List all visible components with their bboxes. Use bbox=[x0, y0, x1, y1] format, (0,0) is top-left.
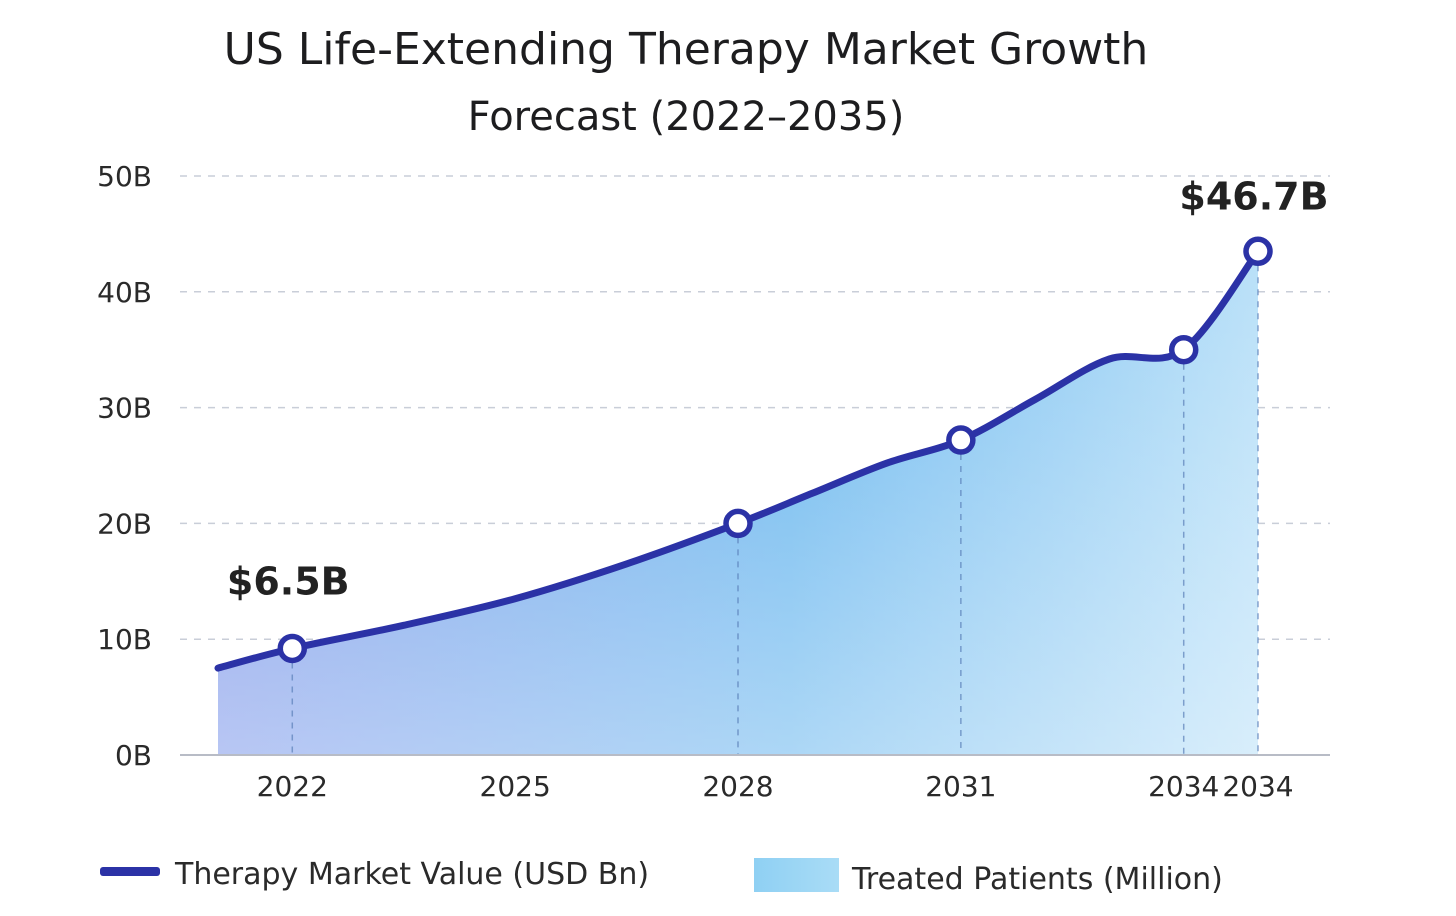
x-tick-label-2034: 2034 bbox=[1148, 770, 1219, 803]
y-tick-label-50b: 50B bbox=[97, 160, 152, 193]
area-series bbox=[218, 251, 1258, 756]
data-point-marker bbox=[1168, 334, 1199, 365]
line-market-value bbox=[214, 247, 1262, 672]
x-axis-ticks: 2022 2025 2028 2031 2034 2034 bbox=[257, 770, 1294, 803]
x-tick-label-2034: 2034 bbox=[1222, 770, 1293, 803]
data-point-marker bbox=[277, 633, 308, 664]
legend-label-market-value: Therapy Market Value (USD Bn) bbox=[174, 857, 649, 892]
legend-line-swatch bbox=[100, 867, 160, 876]
legend-label-treated-patients: Treated Patients (Million) bbox=[851, 862, 1223, 897]
markers bbox=[277, 236, 1273, 664]
legend: Therapy Market Value (USD Bn) Treated Pa… bbox=[100, 857, 1223, 897]
x-tick-label-2031: 2031 bbox=[925, 770, 996, 803]
y-tick-label-10b: 10B bbox=[97, 623, 152, 656]
annotation-label: $6.5B bbox=[227, 559, 350, 603]
x-tick-label-2025: 2025 bbox=[480, 770, 551, 803]
guide-lines bbox=[291, 265, 1259, 755]
data-point-marker bbox=[946, 425, 976, 455]
x-tick-label-2022: 2022 bbox=[257, 770, 328, 803]
annotation-label: $46.7B bbox=[1179, 174, 1328, 218]
y-tick-label-20b: 20B bbox=[97, 507, 152, 540]
x-tick-label-2028: 2028 bbox=[702, 770, 773, 803]
y-tick-label-30b: 30B bbox=[97, 392, 152, 425]
data-point-marker bbox=[1243, 236, 1273, 267]
y-axis-ticks: 0B 10B 20B 30B 40B 50B bbox=[97, 160, 152, 772]
line-series bbox=[214, 247, 1262, 672]
legend-area-swatch bbox=[754, 858, 839, 892]
y-tick-label-0b: 0B bbox=[115, 739, 152, 772]
area-highlight bbox=[218, 251, 1258, 756]
chart-title: US Life-Extending Therapy Market Growth bbox=[224, 24, 1149, 75]
chart-subtitle: Forecast (2022–2035) bbox=[468, 94, 905, 140]
data-point-marker bbox=[723, 508, 753, 539]
annotations: $6.5B $46.7B bbox=[227, 174, 1329, 603]
y-tick-label-40b: 40B bbox=[97, 276, 152, 309]
